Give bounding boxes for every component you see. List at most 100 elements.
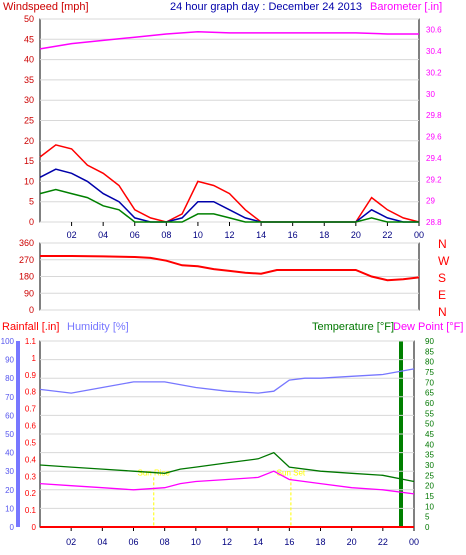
rainfall-tick: 1.1 (25, 337, 37, 346)
wind-barometer-panel: Windspeed [mph] 24 hour graph day : Dece… (3, 1, 442, 240)
barometer-series (39, 31, 419, 50)
direction-tick: 0 (29, 305, 34, 315)
humidity-axis-bar (16, 341, 20, 527)
humidity-axis-label: Humidity [%] (67, 321, 129, 333)
temperature-tick: 5 (425, 513, 430, 522)
temperature-tick: 20 (425, 482, 434, 491)
barometer-tick: 29 (426, 197, 435, 206)
hour-tick: 02 (67, 230, 77, 240)
rainfall-tick: 0.6 (25, 422, 37, 431)
rainfall-tick: 0.9 (25, 371, 37, 380)
grid (40, 242, 419, 311)
rainfall-tick: 0.5 (25, 438, 37, 447)
temperature-series (39, 451, 415, 483)
barometer-tick-labels: 28.8 29 29.2 29.4 29.6 29.8 30 30.2 30.4 30.6 (426, 26, 442, 227)
direction-tick: 180 (19, 272, 34, 282)
barometer-tick: 29.2 (426, 175, 442, 184)
temperature-tick: 10 (425, 502, 434, 511)
temperature-tick: 70 (425, 378, 434, 387)
compass-label: N (438, 305, 447, 319)
rainfall-tick: 0.4 (25, 455, 37, 464)
temperature-tick: 40 (425, 440, 434, 449)
humidity-tick: 0 (10, 523, 15, 532)
rain-humidity-temperature-panel: Rainfall [.in] Humidity [%] Temperature … (1, 321, 464, 547)
barometer-tick: 30.4 (426, 47, 442, 56)
temperature-tick: 50 (425, 420, 434, 429)
humidity-tick: 90 (5, 356, 14, 365)
hour-tick: 10 (191, 537, 201, 547)
hour-tick: 12 (222, 537, 232, 547)
hour-tick: 16 (284, 537, 294, 547)
chart-title: 24 hour graph day : December 24 2013 (170, 1, 362, 13)
temperature-tick: 30 (425, 461, 434, 470)
hour-tick: 06 (128, 537, 138, 547)
dewpoint-axis-label: Dew Point [°F] (393, 321, 463, 333)
hour-tick: 04 (98, 230, 108, 240)
barometer-tick: 29.4 (426, 154, 442, 163)
hour-tick: 00 (409, 537, 419, 547)
hour-tick-labels: 02 04 06 08 10 12 14 16 18 20 22 00 (67, 222, 424, 240)
windspeed-tick: 30 (24, 95, 34, 105)
series-lines (39, 31, 420, 223)
rainfall-tick: 1 (32, 354, 37, 363)
hour-tick: 22 (382, 230, 392, 240)
series-lines (39, 368, 415, 528)
compass-label: N (438, 237, 447, 251)
direction-line (40, 255, 420, 282)
hour-tick: 10 (193, 230, 203, 240)
windspeed-tick: 5 (29, 197, 34, 207)
rainfall-tick: 0.1 (25, 506, 37, 515)
windspeed-tick: 10 (24, 176, 34, 186)
humidity-tick: 10 (5, 504, 14, 513)
minimum-series (39, 188, 419, 223)
barometer-tick: 28.8 (426, 218, 442, 227)
hour-tick: 02 (66, 537, 76, 547)
rainfall-axis-label: Rainfall [.in] (2, 321, 59, 333)
windspeed-tick: 45 (24, 34, 34, 44)
rainfall-tick: 0 (32, 523, 37, 532)
temperature-tick: 85 (425, 347, 434, 356)
humidity-tick-labels: 0 10 20 30 40 50 60 70 80 90 100 (1, 337, 15, 532)
temperature-tick: 35 (425, 451, 434, 460)
windspeed-tick: 40 (24, 55, 34, 65)
windspeed-tick: 50 (24, 14, 34, 24)
dewpoint-series (39, 470, 415, 495)
windspeed-tick: 0 (29, 217, 34, 227)
humidity-tick: 100 (1, 337, 15, 346)
humidity-tick: 60 (5, 411, 14, 420)
rainfall-tick: 0.2 (25, 489, 37, 498)
barometer-tick: 29.6 (426, 133, 442, 142)
direction-series (40, 255, 420, 282)
barometer-axis-label: Barometer [.in] (370, 1, 442, 13)
temperature-tick: 80 (425, 358, 434, 367)
compass-label: E (438, 288, 446, 302)
windspeed-axis-label: Windspeed [mph] (3, 1, 89, 13)
hour-tick: 08 (161, 230, 171, 240)
hour-tick: 18 (319, 230, 329, 240)
hour-tick-labels: 02 04 06 08 10 12 14 16 18 20 22 00 (66, 527, 419, 547)
humidity-tick: 40 (5, 449, 14, 458)
hour-tick: 16 (288, 230, 298, 240)
rainfall-tick: 0.3 (25, 472, 37, 481)
temperature-axis-label: Temperature [°F] (312, 321, 394, 333)
compass-label: W (438, 254, 450, 268)
windspeed-tick: 35 (24, 75, 34, 85)
temperature-tick: 90 (425, 337, 434, 346)
rainfall-tick: 0.8 (25, 388, 37, 397)
barometer-tick: 30.6 (426, 26, 442, 35)
direction-tick-labels: 0 90 180 270 360 (19, 238, 34, 315)
temperature-tick: 75 (425, 368, 434, 377)
temperature-tick: 0 (425, 523, 430, 532)
direction-tick: 270 (19, 255, 34, 265)
hour-tick: 14 (256, 230, 266, 240)
humidity-tick: 20 (5, 486, 14, 495)
barometer-tick: 29.8 (426, 111, 442, 120)
direction-tick: 360 (19, 238, 34, 248)
windspeed-tick-labels: 0 5 10 15 20 25 30 35 40 45 50 (24, 14, 34, 227)
rainfall-tick: 0.7 (25, 405, 37, 414)
windspeed-tick: 15 (24, 156, 34, 166)
